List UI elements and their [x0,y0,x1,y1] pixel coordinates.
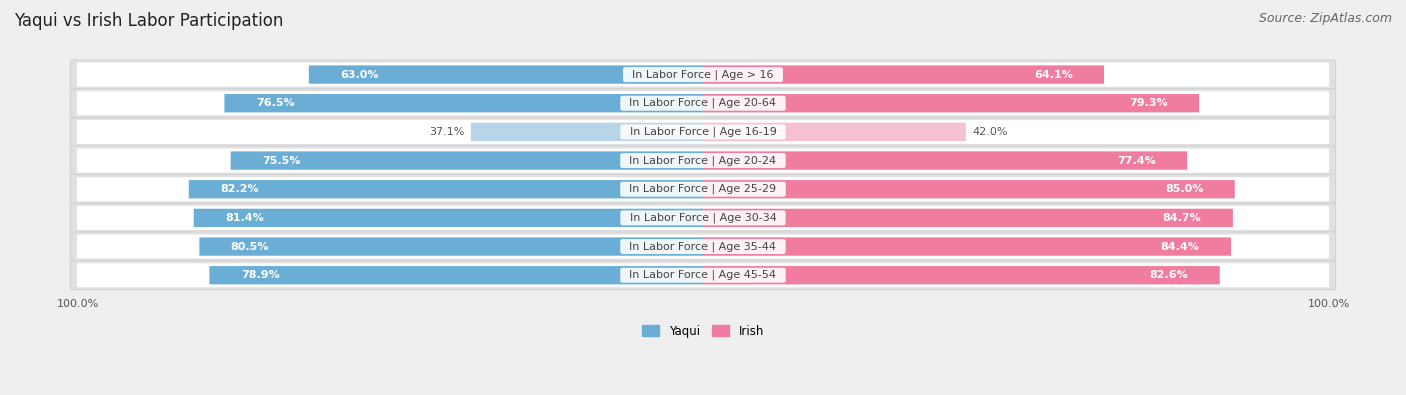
Text: 84.4%: 84.4% [1161,242,1199,252]
Text: In Labor Force | Age 45-54: In Labor Force | Age 45-54 [623,270,783,280]
Text: 75.5%: 75.5% [262,156,301,166]
FancyBboxPatch shape [209,266,703,284]
FancyBboxPatch shape [231,151,703,170]
FancyBboxPatch shape [77,120,1329,144]
FancyBboxPatch shape [77,263,1329,287]
FancyBboxPatch shape [194,209,703,227]
FancyBboxPatch shape [703,94,1199,113]
Text: In Labor Force | Age 25-29: In Labor Force | Age 25-29 [623,184,783,194]
FancyBboxPatch shape [703,180,1234,198]
Text: 80.5%: 80.5% [231,242,269,252]
Text: In Labor Force | Age 30-34: In Labor Force | Age 30-34 [623,213,783,223]
FancyBboxPatch shape [471,123,703,141]
FancyBboxPatch shape [77,177,1329,201]
Text: 78.9%: 78.9% [240,270,280,280]
FancyBboxPatch shape [703,66,1104,84]
Text: 42.0%: 42.0% [972,127,1008,137]
FancyBboxPatch shape [703,123,966,141]
Legend: Yaqui, Irish: Yaqui, Irish [637,320,769,342]
FancyBboxPatch shape [70,60,1336,89]
Text: In Labor Force | Age 35-44: In Labor Force | Age 35-44 [623,241,783,252]
Text: In Labor Force | Age 20-64: In Labor Force | Age 20-64 [623,98,783,109]
FancyBboxPatch shape [70,175,1336,204]
FancyBboxPatch shape [309,66,703,84]
FancyBboxPatch shape [77,206,1329,230]
FancyBboxPatch shape [77,62,1329,87]
Text: 82.6%: 82.6% [1150,270,1188,280]
Text: In Labor Force | Age 20-24: In Labor Force | Age 20-24 [623,155,783,166]
FancyBboxPatch shape [77,91,1329,115]
Text: 37.1%: 37.1% [429,127,465,137]
FancyBboxPatch shape [70,88,1336,118]
FancyBboxPatch shape [77,235,1329,259]
FancyBboxPatch shape [70,261,1336,290]
FancyBboxPatch shape [703,237,1232,256]
Text: 81.4%: 81.4% [225,213,264,223]
Text: 85.0%: 85.0% [1166,184,1204,194]
FancyBboxPatch shape [70,232,1336,261]
FancyBboxPatch shape [70,146,1336,175]
FancyBboxPatch shape [703,209,1233,227]
FancyBboxPatch shape [70,203,1336,233]
Text: Source: ZipAtlas.com: Source: ZipAtlas.com [1258,12,1392,25]
Text: 82.2%: 82.2% [221,184,259,194]
FancyBboxPatch shape [703,151,1187,170]
Text: 76.5%: 76.5% [256,98,294,108]
FancyBboxPatch shape [77,149,1329,173]
FancyBboxPatch shape [70,117,1336,147]
FancyBboxPatch shape [188,180,703,198]
Text: 79.3%: 79.3% [1129,98,1168,108]
Text: Yaqui vs Irish Labor Participation: Yaqui vs Irish Labor Participation [14,12,284,30]
Text: In Labor Force | Age > 16: In Labor Force | Age > 16 [626,69,780,80]
FancyBboxPatch shape [703,266,1220,284]
Text: 64.1%: 64.1% [1033,70,1073,79]
Text: 77.4%: 77.4% [1118,156,1156,166]
Text: 84.7%: 84.7% [1163,213,1202,223]
FancyBboxPatch shape [200,237,703,256]
Text: 63.0%: 63.0% [340,70,378,79]
Text: In Labor Force | Age 16-19: In Labor Force | Age 16-19 [623,127,783,137]
FancyBboxPatch shape [225,94,703,113]
